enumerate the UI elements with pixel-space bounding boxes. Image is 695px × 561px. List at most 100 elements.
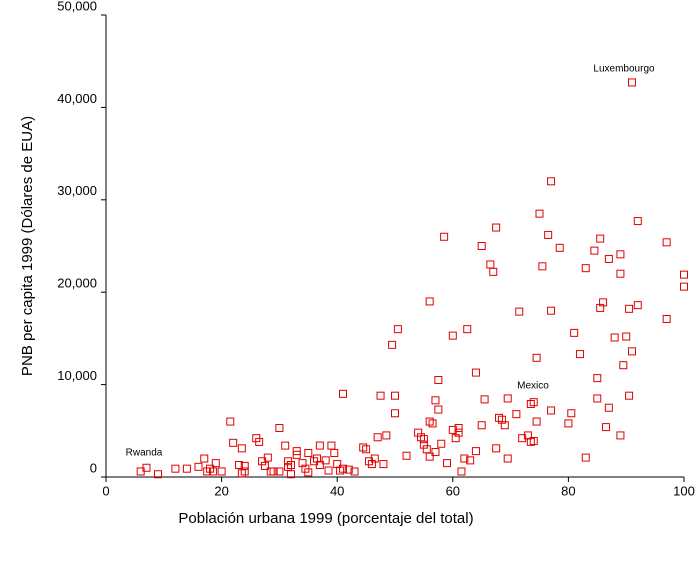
point bbox=[362, 445, 371, 454]
point bbox=[547, 177, 556, 186]
point bbox=[619, 361, 628, 370]
point bbox=[616, 431, 625, 440]
point bbox=[428, 419, 437, 428]
y-tick-label: 10,000 bbox=[57, 368, 97, 383]
point bbox=[625, 391, 634, 400]
point bbox=[477, 242, 486, 250]
point bbox=[604, 254, 613, 263]
point bbox=[544, 230, 553, 239]
point bbox=[477, 421, 486, 430]
point bbox=[662, 314, 671, 323]
point bbox=[211, 459, 220, 468]
point bbox=[255, 437, 264, 446]
point bbox=[237, 444, 246, 453]
point bbox=[596, 234, 605, 243]
point bbox=[304, 468, 313, 477]
x-tick-label: 80 bbox=[561, 483, 575, 498]
annotation: Luxembourgo bbox=[593, 64, 655, 75]
point bbox=[500, 421, 509, 430]
point bbox=[402, 451, 411, 460]
y-tick-label: 20,000 bbox=[57, 276, 97, 291]
point bbox=[200, 454, 209, 463]
point bbox=[315, 441, 324, 450]
point bbox=[327, 441, 336, 450]
point bbox=[590, 246, 599, 255]
annotation: Rwanda bbox=[126, 448, 163, 459]
point bbox=[480, 395, 489, 404]
point bbox=[451, 434, 460, 443]
point bbox=[443, 459, 452, 468]
point bbox=[454, 424, 463, 433]
point bbox=[275, 424, 284, 433]
point bbox=[567, 409, 576, 418]
point bbox=[370, 454, 379, 463]
point bbox=[535, 209, 544, 218]
point bbox=[391, 409, 399, 418]
point bbox=[570, 328, 579, 337]
point bbox=[492, 444, 501, 453]
point bbox=[263, 453, 272, 462]
x-tick-label: 100 bbox=[673, 483, 695, 498]
x-tick-label: 40 bbox=[330, 483, 344, 498]
point bbox=[312, 454, 321, 463]
point bbox=[448, 425, 457, 434]
point bbox=[382, 431, 391, 440]
y-tick-label: 50,000 bbox=[57, 0, 97, 13]
point bbox=[364, 457, 373, 466]
point bbox=[599, 298, 608, 307]
point bbox=[627, 347, 636, 356]
point bbox=[486, 260, 495, 269]
point bbox=[457, 467, 466, 476]
point bbox=[454, 428, 463, 437]
point bbox=[610, 333, 619, 342]
point bbox=[344, 465, 353, 474]
point bbox=[431, 448, 440, 457]
point bbox=[633, 217, 642, 226]
x-tick-label: 60 bbox=[446, 483, 460, 498]
point bbox=[240, 467, 249, 476]
point bbox=[431, 396, 440, 405]
point bbox=[538, 262, 547, 271]
point bbox=[336, 466, 345, 475]
point bbox=[622, 332, 631, 341]
point bbox=[292, 450, 301, 459]
point bbox=[286, 460, 295, 469]
point bbox=[419, 440, 428, 449]
point bbox=[338, 389, 347, 398]
point bbox=[234, 460, 243, 469]
point bbox=[627, 78, 636, 87]
point bbox=[229, 438, 238, 447]
point bbox=[240, 461, 249, 470]
point bbox=[286, 470, 295, 479]
point bbox=[217, 467, 226, 476]
point bbox=[532, 353, 541, 362]
point bbox=[492, 223, 501, 232]
point bbox=[338, 464, 347, 473]
point bbox=[367, 460, 376, 469]
point bbox=[182, 464, 191, 473]
point bbox=[154, 470, 163, 479]
point bbox=[350, 467, 359, 476]
x-tick-label: 0 bbox=[102, 483, 109, 498]
point bbox=[555, 243, 564, 252]
point bbox=[564, 419, 573, 428]
point bbox=[526, 400, 535, 409]
point bbox=[471, 447, 480, 456]
point bbox=[601, 423, 610, 432]
point bbox=[425, 452, 434, 461]
y-axis-label: PNB per capita 1999 (Dólares de EUA) bbox=[19, 116, 36, 376]
point bbox=[422, 445, 431, 454]
point bbox=[596, 303, 605, 312]
point bbox=[376, 391, 385, 400]
x-tick-label: 20 bbox=[214, 483, 228, 498]
x-axis-label: Población urbana 1999 (porcentaje del to… bbox=[178, 510, 473, 527]
point bbox=[448, 331, 457, 340]
point bbox=[503, 454, 512, 463]
point bbox=[440, 232, 449, 241]
point bbox=[616, 269, 625, 278]
point bbox=[304, 448, 313, 457]
point bbox=[633, 301, 642, 310]
point bbox=[393, 325, 402, 334]
point bbox=[419, 435, 428, 444]
